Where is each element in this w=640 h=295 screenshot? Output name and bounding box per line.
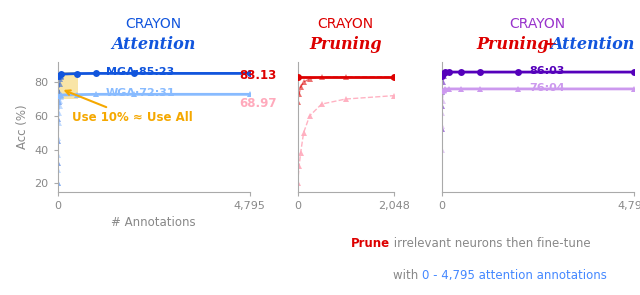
Text: 0 - 4,795 attention annotations: 0 - 4,795 attention annotations: [422, 269, 607, 282]
Text: CRAYON: CRAYON: [125, 17, 182, 31]
Bar: [58, 72, 77, 99]
X-axis label: # Annotations: # Annotations: [111, 216, 196, 229]
Text: irrelevant neurons then fine-tune: irrelevant neurons then fine-tune: [390, 237, 591, 250]
Text: 83.13: 83.13: [239, 69, 276, 82]
Text: 76:04: 76:04: [530, 83, 565, 93]
Text: 68.97: 68.97: [239, 97, 276, 110]
Text: Prune: Prune: [351, 237, 390, 250]
Text: Pruning: Pruning: [309, 36, 382, 53]
Text: with: with: [394, 269, 422, 282]
Text: Pruning: Pruning: [476, 36, 548, 53]
Text: +: +: [543, 36, 557, 53]
Text: MGA·85:23: MGA·85:23: [106, 67, 174, 77]
Text: 86:03: 86:03: [530, 66, 565, 76]
Text: Attention: Attention: [550, 36, 634, 53]
Text: CRAYON: CRAYON: [317, 17, 374, 31]
Text: Attention: Attention: [111, 36, 196, 53]
Text: CRAYON: CRAYON: [509, 17, 566, 31]
Text: Use 10% ≈ Use All: Use 10% ≈ Use All: [65, 90, 193, 124]
Text: WGA·72:31: WGA·72:31: [106, 88, 175, 98]
Y-axis label: Acc (%): Acc (%): [16, 104, 29, 149]
